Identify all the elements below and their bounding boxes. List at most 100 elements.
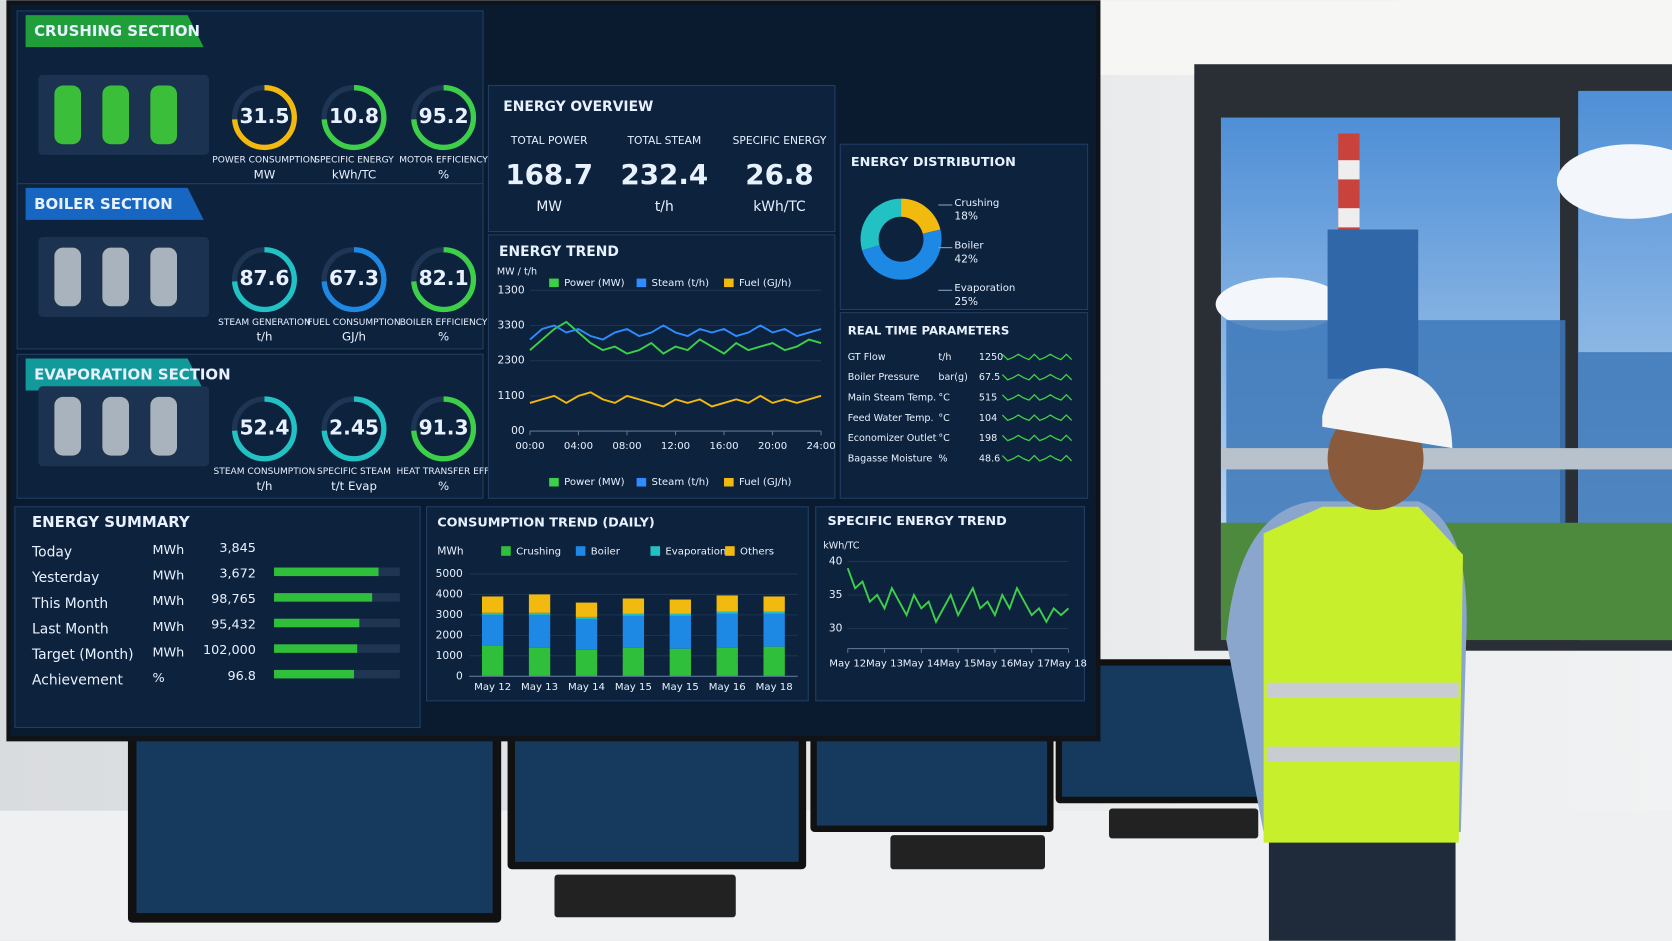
bar-segment	[622, 613, 645, 616]
gauge-arc	[231, 396, 297, 462]
gauge-arc	[231, 85, 297, 151]
gauge-label: HEAT TRANSFER EFF.	[396, 467, 490, 477]
row-unit: %	[152, 671, 164, 686]
legend-label: Evaporation	[954, 283, 1015, 294]
row-label: Last Month	[32, 621, 109, 637]
param-name: Economizer Outlet	[848, 433, 937, 444]
x-tick-label: May 12	[829, 659, 866, 670]
row-label: This Month	[31, 596, 108, 612]
row-label: Target (Month)	[31, 647, 134, 663]
vessel	[54, 396, 82, 456]
legend-label: Power (MW)	[564, 278, 625, 289]
gauge-arc	[321, 247, 387, 313]
param-name: GT Flow	[848, 352, 886, 363]
gauge-unit: GJ/h	[342, 330, 366, 344]
y-axis-label: kWh/TC	[823, 541, 860, 552]
x-tick-label: 00:00	[515, 441, 544, 452]
legend-label: Crushing	[516, 547, 561, 558]
y-tick-label: 1100	[498, 389, 525, 402]
row-unit: MWh	[152, 620, 184, 635]
x-tick-label: May 16	[976, 659, 1013, 670]
panel	[839, 312, 1089, 499]
gauge-value: 95.2	[419, 104, 469, 128]
kpi-label: TOTAL POWER	[510, 134, 588, 147]
x-tick-label: 08:00	[612, 441, 641, 452]
row-label: Achievement	[32, 673, 124, 689]
sparkline	[1001, 373, 1073, 381]
sparkline	[1001, 434, 1073, 442]
y-tick-label: 1300	[498, 283, 525, 296]
kpi-label: TOTAL STEAM	[626, 134, 701, 147]
panel	[815, 506, 1085, 702]
bar-segment	[575, 602, 598, 617]
legend-swatch	[650, 546, 661, 556]
bar-segment	[716, 647, 738, 677]
gauge-label: SPECIFIC STEAM	[317, 467, 391, 477]
gauge-arc	[321, 396, 387, 462]
bar-segment	[669, 648, 691, 677]
param-name: Feed Water Temp.	[848, 413, 934, 424]
x-tick-label: May 13	[521, 682, 558, 693]
legend-label: Boiler	[591, 547, 621, 558]
gauge-label: BOILER EFFICIENCY	[400, 318, 488, 328]
sparkline	[1001, 454, 1073, 462]
kpi-label: SPECIFIC ENERGY	[733, 134, 827, 147]
bar-segment	[528, 594, 551, 613]
gauge-unit: %	[438, 330, 449, 344]
param-unit: °C	[938, 433, 950, 444]
sparkline	[1001, 353, 1073, 361]
bar-segment	[716, 595, 738, 612]
donut-slice	[862, 229, 942, 280]
gauge-arc	[321, 85, 387, 151]
param-value: 104	[979, 413, 997, 424]
y-tick-label: 00	[511, 424, 525, 437]
row-value: 3,672	[219, 566, 256, 581]
param-unit: °C	[938, 392, 950, 403]
vessel	[150, 85, 178, 145]
bar-segment	[528, 612, 551, 615]
section-tag	[25, 15, 204, 48]
legend-label: Crushing	[954, 198, 999, 209]
legend-label: Steam (t/h)	[652, 477, 710, 488]
series-line	[529, 324, 822, 341]
section-title: CRUSHING SECTION	[34, 22, 200, 40]
y-tick-label: 40	[829, 554, 843, 567]
y-tick-label: 5000	[436, 567, 463, 580]
series-line	[529, 391, 822, 408]
gauge-unit: t/t Evap	[331, 479, 377, 493]
section-title: BOILER SECTION	[34, 195, 173, 213]
y-tick-label: 2000	[436, 628, 463, 641]
x-tick-label: May 15	[615, 682, 652, 693]
panel	[487, 234, 836, 499]
vessel	[54, 85, 82, 145]
x-tick-label: May 14	[903, 659, 940, 670]
y-tick-label: 2300	[498, 354, 525, 367]
legend-label: Power (MW)	[564, 477, 625, 488]
donut-slice	[860, 198, 902, 251]
legend-swatch	[501, 546, 511, 556]
param-unit: °C	[938, 413, 950, 424]
x-tick-label: May 12	[474, 682, 511, 693]
series-line	[529, 320, 822, 355]
x-tick-label: May 18	[756, 682, 793, 693]
param-value: 67.5	[979, 372, 1000, 383]
bar-segment	[763, 646, 785, 677]
panel-title: ENERGY OVERVIEW	[503, 99, 653, 115]
legend-label: Steam (t/h)	[652, 278, 710, 289]
gauge-label: STEAM GENERATION	[218, 318, 311, 328]
gauge-value: 2.45	[329, 415, 379, 439]
bar-segment	[575, 616, 598, 619]
legend-label: Evaporation	[665, 547, 726, 558]
kpi-value: 168.7	[505, 158, 593, 191]
gauge-value: 82.1	[419, 266, 469, 290]
param-name: Bagasse Moisture	[848, 453, 933, 464]
y-tick-label: 4000	[436, 587, 463, 600]
bar-segment	[481, 612, 504, 615]
bar-segment	[669, 615, 691, 649]
gauge-value: 67.3	[329, 266, 379, 290]
row-label: Yesterday	[31, 570, 99, 586]
param-unit: t/h	[938, 352, 951, 363]
donut-slice	[901, 198, 941, 234]
bar-segment	[481, 614, 504, 646]
